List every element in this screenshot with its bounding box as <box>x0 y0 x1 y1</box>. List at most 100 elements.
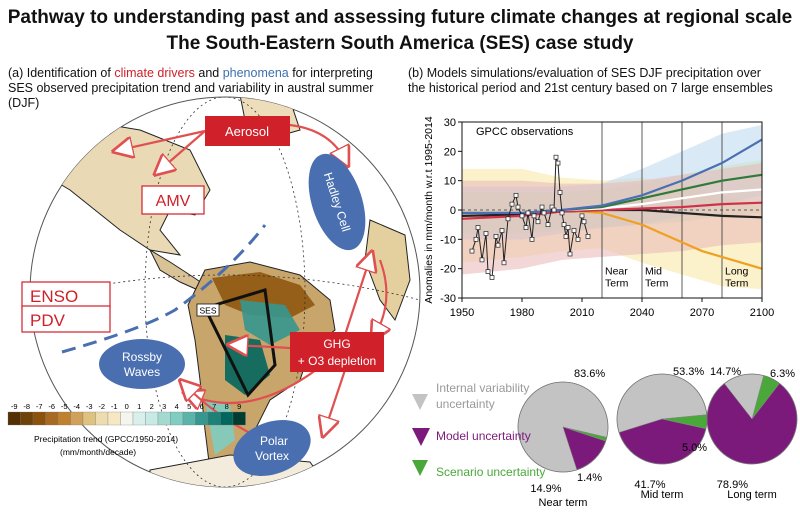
pie-percent-label: 41.7% <box>634 479 665 491</box>
observation-point <box>483 231 489 236</box>
observation-point <box>523 225 529 230</box>
panel-a-drivers: climate drivers <box>114 66 195 80</box>
observation-point <box>551 207 557 213</box>
legend-scenario-label: Scenario uncertainty <box>436 465 545 479</box>
legend-model-label: Model uncertainty <box>436 429 531 443</box>
observation-point <box>579 213 585 219</box>
y-tick-label: -10 <box>440 234 456 246</box>
colorbar-swatch <box>107 411 121 426</box>
y-axis-label: Anomalies in mm/month w.r.t 1995-2014 <box>423 116 435 304</box>
colorbar-swatch <box>207 411 221 426</box>
colorbar-tick-label: 5 <box>187 402 191 411</box>
globe: SES Aerosol AMV ENSO PDV Hadley Cell <box>21 96 421 488</box>
observation-point <box>499 228 505 233</box>
observation-point <box>571 228 577 233</box>
observation-point <box>489 275 495 280</box>
panel-a-and: and <box>194 66 223 80</box>
observation-point <box>515 204 521 210</box>
pie-title: Mid term <box>641 489 684 501</box>
polar-label-2: Vortex <box>255 449 289 463</box>
term-label-line1: Mid <box>645 266 662 278</box>
colorbar-tick-label: -7 <box>36 402 43 411</box>
arrow-aerosol-left <box>120 129 206 150</box>
panel-b-line1: (b) Models simulations/evaluation of SES… <box>408 66 761 80</box>
x-tick-label: 1980 <box>510 307 534 319</box>
panel-b-subtitle: (b) Models simulations/evaluation of SES… <box>408 66 798 96</box>
rossby-wave-path <box>61 224 267 354</box>
observation-point <box>575 236 581 242</box>
pie-percent-label: 5.0% <box>682 442 707 454</box>
observation-point <box>479 257 485 263</box>
pie-percent-label: 83.6% <box>574 368 605 380</box>
ses-label-box <box>196 303 220 317</box>
colorbar-tick-label: -5 <box>61 402 68 411</box>
observation-point <box>561 222 567 228</box>
ghg-label-2: + O3 depletion <box>298 354 376 368</box>
colorbar-swatch <box>32 411 46 426</box>
panel-a-subtitle: (a) Identification of climate drivers an… <box>8 66 393 111</box>
colorbar-tick-label: 6 <box>200 402 204 411</box>
colorbar-swatch <box>170 411 184 426</box>
pdv-box <box>21 305 111 333</box>
colorbar-tick-label: 8 <box>225 402 229 411</box>
panel-b-line2: the historical period and 21st century b… <box>408 81 773 95</box>
observation-point <box>505 216 511 222</box>
colorbar-tick-label: 3 <box>162 402 166 411</box>
aerosol-label: Aerosol <box>225 124 269 139</box>
observation-point <box>563 234 569 239</box>
colorbar-tick-label: -4 <box>73 402 80 411</box>
rossby-label-1: Rossby <box>122 350 162 364</box>
colorbar-tick-label: 2 <box>150 402 154 411</box>
colorbar-tick-label: -9 <box>11 402 18 411</box>
x-tick-label: 2040 <box>630 307 654 319</box>
observation-point <box>545 222 551 228</box>
pie-percent-label: 78.9% <box>717 479 748 491</box>
x-tick-label: 2010 <box>570 307 594 319</box>
rossby-waves-ellipse <box>99 339 185 389</box>
observation-point <box>565 225 571 230</box>
colorbar-swatch <box>195 411 209 426</box>
colorbar-tick-label: -2 <box>98 402 105 411</box>
colorbar-swatch <box>20 411 34 426</box>
legend-model-icon <box>412 428 430 446</box>
pie-legend: Internal variability uncertainty Model u… <box>412 381 545 479</box>
observation-point <box>531 213 537 219</box>
colorbar-swatch <box>145 411 159 426</box>
pie-outline <box>517 381 609 473</box>
colorbar-tick-label: 4 <box>175 402 179 411</box>
colorbar-swatch <box>57 411 71 426</box>
arrow-ghg-polar <box>325 369 347 430</box>
observation-point <box>541 210 547 216</box>
panel-a-prefix: (a) Identification of <box>8 66 115 80</box>
arrow-ghg-hadley <box>343 258 370 336</box>
legend-scenario-icon <box>412 460 428 476</box>
observation-point <box>501 260 507 266</box>
precip-colorbar: -9 -8 -7 -6 -5 -4 -3 -2 -1 0 1 2 3 4 5 6 7 8 9 <box>7 402 246 426</box>
observation-point <box>513 192 519 198</box>
observation-point <box>535 219 541 225</box>
colorbar-swatch <box>7 411 21 426</box>
obs-annotation: GPCC observations <box>476 126 574 138</box>
arrow-aerosol-hadley <box>289 123 345 160</box>
pie-percent-label: 6.3% <box>770 368 795 380</box>
observation-point <box>473 236 479 242</box>
observation-point <box>475 225 481 230</box>
observation-point <box>585 234 591 239</box>
colorbar-tick-label: 0 <box>125 402 129 411</box>
y-tick-label: -30 <box>440 293 456 305</box>
pie-title: Near term <box>539 497 588 509</box>
pdv-label: PDV <box>30 311 66 330</box>
colorbar-tick-label: -3 <box>86 402 93 411</box>
rossby-label-2: Waves <box>124 365 160 379</box>
arrow-ghg-ses <box>235 345 291 348</box>
colorbar-tick-label: -6 <box>48 402 55 411</box>
colorbar-swatch <box>82 411 96 426</box>
hadley-cell-ellipse <box>308 153 366 251</box>
colorbar-swatch <box>120 411 134 426</box>
observation-point <box>519 213 525 219</box>
y-tick-label: 10 <box>444 176 456 188</box>
ses-label: SES <box>199 306 216 316</box>
x-tick-label: 2070 <box>690 307 714 319</box>
colorbar-tick-label: -8 <box>23 402 30 411</box>
